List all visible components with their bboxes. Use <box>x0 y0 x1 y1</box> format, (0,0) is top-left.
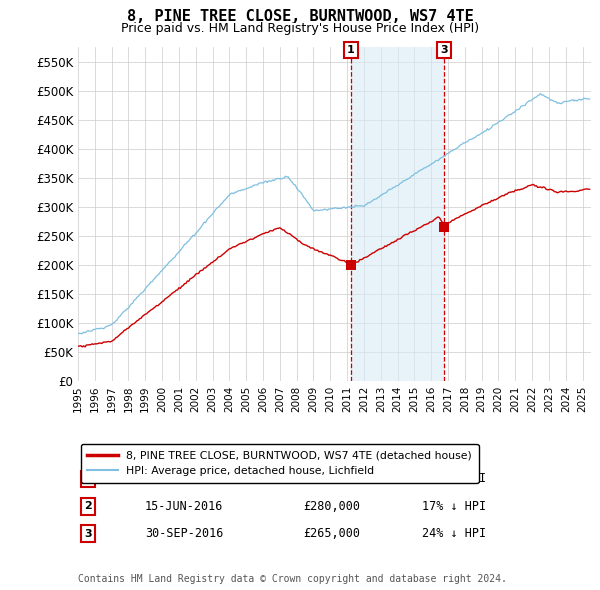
Text: Contains HM Land Registry data © Crown copyright and database right 2024.: Contains HM Land Registry data © Crown c… <box>78 574 507 584</box>
Text: 30-SEP-2016: 30-SEP-2016 <box>145 527 223 540</box>
Bar <box>350 47 444 381</box>
Text: 2: 2 <box>85 502 92 511</box>
Text: 3: 3 <box>440 45 448 55</box>
Text: £200,000: £200,000 <box>304 473 361 486</box>
Text: £280,000: £280,000 <box>304 500 361 513</box>
Text: 1: 1 <box>347 45 355 55</box>
Text: 27% ↓ HPI: 27% ↓ HPI <box>422 473 486 486</box>
Text: 15-JUN-2016: 15-JUN-2016 <box>145 500 223 513</box>
Text: 8, PINE TREE CLOSE, BURNTWOOD, WS7 4TE: 8, PINE TREE CLOSE, BURNTWOOD, WS7 4TE <box>127 9 473 24</box>
Text: 24% ↓ HPI: 24% ↓ HPI <box>422 527 486 540</box>
Text: 25-MAR-2011: 25-MAR-2011 <box>145 473 223 486</box>
Text: Price paid vs. HM Land Registry's House Price Index (HPI): Price paid vs. HM Land Registry's House … <box>121 22 479 35</box>
Text: 3: 3 <box>85 529 92 539</box>
Text: £265,000: £265,000 <box>304 527 361 540</box>
Text: 1: 1 <box>85 474 92 484</box>
Legend: 8, PINE TREE CLOSE, BURNTWOOD, WS7 4TE (detached house), HPI: Average price, det: 8, PINE TREE CLOSE, BURNTWOOD, WS7 4TE (… <box>81 444 479 483</box>
Text: 17% ↓ HPI: 17% ↓ HPI <box>422 500 486 513</box>
